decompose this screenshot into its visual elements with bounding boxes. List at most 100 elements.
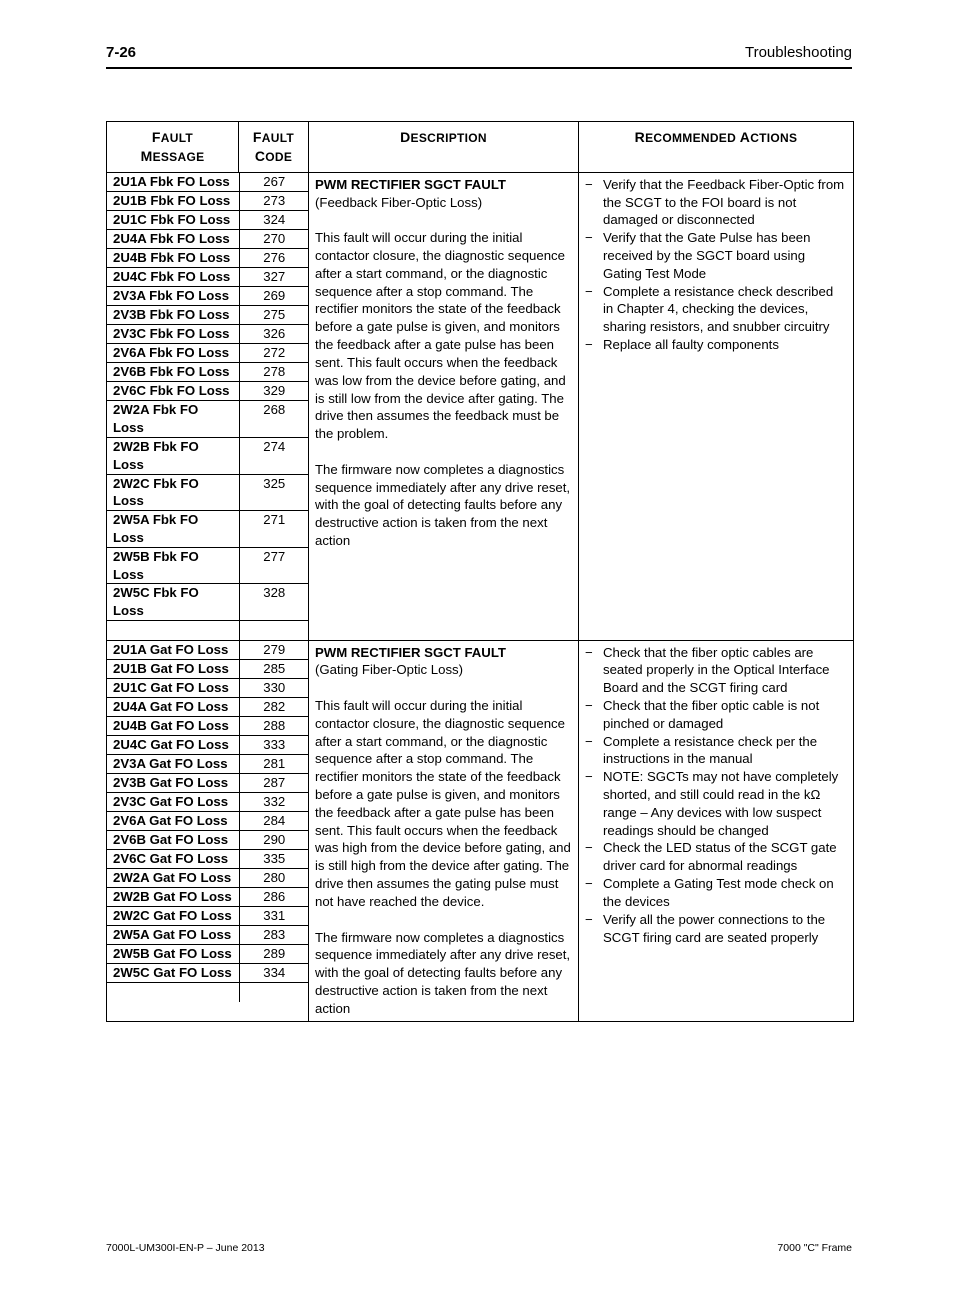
action-item: Verify that the Feedback Fiber-Optic fro…	[603, 176, 847, 229]
desc-subtitle: (Feedback Fiber-Optic Loss)	[315, 195, 482, 210]
footer-left: 7000L-UM300I-EN-P – June 2013	[106, 1242, 265, 1254]
col-fault-message: FAULTMESSAGE	[107, 122, 239, 173]
fault-message: 2U4B Gat FO Loss	[107, 717, 239, 736]
fault-table: FAULTMESSAGE FAULTCODE DESCRIPTION RECOM…	[106, 121, 854, 1022]
fault-message: 2W5C Gat FO Loss	[107, 964, 239, 983]
action-item: Check that the fiber optic cables are se…	[603, 644, 847, 697]
fault-code: 286	[239, 888, 309, 907]
fault-code: 278	[239, 363, 309, 382]
desc-paragraph: This fault will occur during the initial…	[315, 230, 566, 441]
fault-message: 2U4C Gat FO Loss	[107, 736, 239, 755]
fault-code: 267	[239, 173, 309, 192]
fault-message: 2V6B Gat FO Loss	[107, 831, 239, 850]
fault-message: 2W2B Gat FO Loss	[107, 888, 239, 907]
fault-code: 282	[239, 698, 309, 717]
fault-code: 277	[239, 547, 309, 584]
fault-message: 2U4C Fbk FO Loss	[107, 268, 239, 287]
fault-table-container: FAULTMESSAGE FAULTCODE DESCRIPTION RECOM…	[0, 69, 954, 1022]
fault-message: 2V3C Fbk FO Loss	[107, 325, 239, 344]
fault-message: 2V3A Fbk FO Loss	[107, 287, 239, 306]
fault-code: 289	[239, 945, 309, 964]
fault-code: 324	[239, 211, 309, 230]
fault-message: 2U1A Fbk FO Loss	[107, 173, 239, 192]
actions-cell: Check that the fiber optic cables are se…	[579, 640, 854, 1021]
col-fault-code: FAULTCODE	[239, 122, 309, 173]
actions-cell: Verify that the Feedback Fiber-Optic fro…	[579, 172, 854, 640]
action-item: Verify all the power connections to the …	[603, 911, 847, 947]
action-item: Complete a resistance check per the inst…	[603, 733, 847, 769]
fault-message: 2U1C Fbk FO Loss	[107, 211, 239, 230]
fault-code: 274	[239, 437, 309, 474]
fault-message: 2U4B Fbk FO Loss	[107, 249, 239, 268]
fault-code: 330	[239, 679, 309, 698]
fault-message: 2W2B Fbk FO Loss	[107, 437, 239, 474]
desc-paragraph: The firmware now completes a diagnostics…	[315, 930, 570, 1016]
fault-message: 2W5A Gat FO Loss	[107, 926, 239, 945]
fault-code: 331	[239, 907, 309, 926]
fault-code: 332	[239, 793, 309, 812]
fault-code: 268	[239, 401, 309, 438]
col-recommended-actions: RECOMMENDED ACTIONS	[579, 122, 854, 173]
fault-message: 2V3B Gat FO Loss	[107, 774, 239, 793]
fault-code: 275	[239, 306, 309, 325]
fault-message: 2V3C Gat FO Loss	[107, 793, 239, 812]
fault-message: 2U1C Gat FO Loss	[107, 679, 239, 698]
fault-message: 2U4A Gat FO Loss	[107, 698, 239, 717]
fault-message: 2V6B Fbk FO Loss	[107, 363, 239, 382]
desc-paragraph: The firmware now completes a diagnostics…	[315, 462, 570, 548]
fault-code: 288	[239, 717, 309, 736]
fault-message: 2U1B Gat FO Loss	[107, 660, 239, 679]
fault-message: 2W5B Fbk FO Loss	[107, 547, 239, 584]
fault-code: 272	[239, 344, 309, 363]
action-item: Verify that the Gate Pulse has been rece…	[603, 229, 847, 282]
fault-message: 2U4A Fbk FO Loss	[107, 230, 239, 249]
fault-code: 269	[239, 287, 309, 306]
desc-paragraph: This fault will occur during the initial…	[315, 698, 571, 909]
fault-message: 2W2A Gat FO Loss	[107, 869, 239, 888]
desc-title: PWM RECTIFIER SGCT FAULT	[315, 645, 506, 660]
fault-code: 283	[239, 926, 309, 945]
action-item: Check that the fiber optic cable is not …	[603, 697, 847, 733]
fault-message: 2V3A Gat FO Loss	[107, 755, 239, 774]
page-number: 7-26	[106, 44, 136, 61]
fault-message: 2W5A Fbk FO Loss	[107, 511, 239, 548]
fault-code: 329	[239, 382, 309, 401]
description-cell: PWM RECTIFIER SGCT FAULT (Gating Fiber-Op…	[309, 640, 579, 1021]
description-cell: PWM RECTIFIER SGCT FAULT (Feedback Fiber-…	[309, 172, 579, 640]
fault-list-cell: 2U1A Fbk FO Loss2672U1B Fbk FO Loss2732U…	[107, 172, 309, 640]
fault-code: 279	[239, 641, 309, 660]
fault-code: 334	[239, 964, 309, 983]
table-row: 2U1A Fbk FO Loss2672U1B Fbk FO Loss2732U…	[107, 172, 854, 640]
table-head: FAULTMESSAGE FAULTCODE DESCRIPTION RECOM…	[107, 122, 854, 173]
desc-title: PWM RECTIFIER SGCT FAULT	[315, 177, 506, 192]
table-body: 2U1A Fbk FO Loss2672U1B Fbk FO Loss2732U…	[107, 172, 854, 1021]
col-description: DESCRIPTION	[309, 122, 579, 173]
page: 7-26 Troubleshooting FAULTMESSAGE FAULTC…	[0, 0, 954, 1294]
fault-code: 271	[239, 511, 309, 548]
section-title: Troubleshooting	[745, 44, 852, 61]
fault-message: 2W5C Fbk FO Loss	[107, 584, 239, 621]
fault-message: 2V6A Gat FO Loss	[107, 812, 239, 831]
fault-message: 2W5B Gat FO Loss	[107, 945, 239, 964]
fault-message: 2V6A Fbk FO Loss	[107, 344, 239, 363]
desc-subtitle: (Gating Fiber-Optic Loss)	[315, 662, 463, 677]
fault-code: 335	[239, 850, 309, 869]
table-row: 2U1A Gat FO Loss2792U1B Gat FO Loss2852U…	[107, 640, 854, 1021]
action-item: Check the LED status of the SCGT gate dr…	[603, 839, 847, 875]
fault-code: 280	[239, 869, 309, 888]
fault-code: 273	[239, 192, 309, 211]
fault-code: 333	[239, 736, 309, 755]
fault-message: 2W2C Gat FO Loss	[107, 907, 239, 926]
fault-message: 2U1A Gat FO Loss	[107, 641, 239, 660]
page-footer: 7000L-UM300I-EN-P – June 2013 7000 "C" F…	[0, 1242, 954, 1254]
page-header: 7-26 Troubleshooting	[0, 0, 954, 61]
fault-message: 2V3B Fbk FO Loss	[107, 306, 239, 325]
fault-code: 285	[239, 660, 309, 679]
fault-message: 2W2C Fbk FO Loss	[107, 474, 239, 511]
fault-message: 2U1B Fbk FO Loss	[107, 192, 239, 211]
action-item: NOTE: SGCTs may not have completely shor…	[603, 768, 847, 839]
fault-code: 281	[239, 755, 309, 774]
fault-code: 284	[239, 812, 309, 831]
fault-message: 2V6C Fbk FO Loss	[107, 382, 239, 401]
fault-code: 276	[239, 249, 309, 268]
